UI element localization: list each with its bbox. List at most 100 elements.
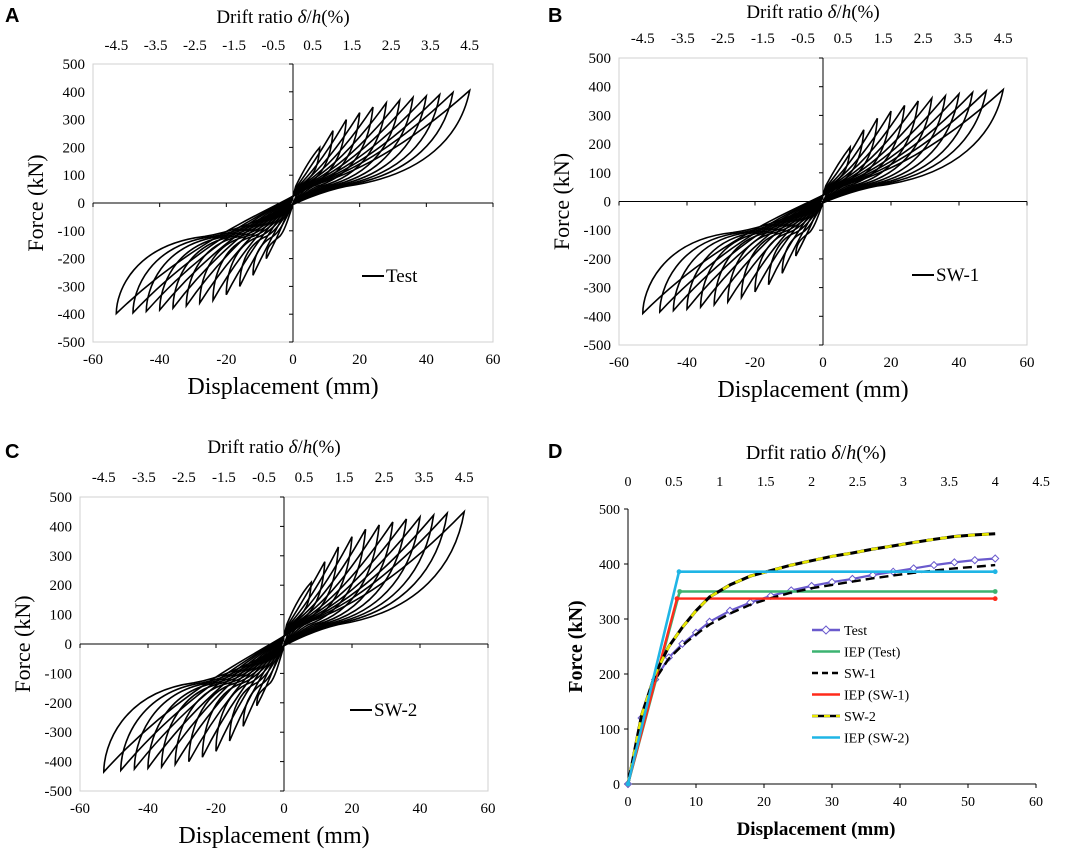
top-tick-label: -4.5 — [631, 31, 655, 47]
top-axis-title-part: (%) — [851, 2, 879, 23]
series-point — [992, 596, 998, 602]
top-tick-label: -2.5 — [711, 31, 735, 47]
top-axis-title-part: δ — [828, 2, 838, 23]
y-tick-label: 200 — [589, 137, 612, 153]
x-axis-title: Displacement (mm) — [737, 819, 896, 840]
x-axis-title: Displacement (mm) — [187, 374, 378, 400]
y-tick-label: 300 — [50, 549, 73, 565]
top-tick-label: -0.5 — [791, 31, 815, 47]
hysteresis-loop — [641, 87, 1005, 316]
top-axis-title-part: / — [306, 7, 312, 28]
panel-letter: C — [5, 441, 19, 463]
x-tick-label: -60 — [70, 801, 90, 817]
top-axis-title: Drfit ratio δ/h(%) — [746, 442, 886, 464]
y-axis-title: Force (kN) — [549, 153, 574, 250]
y-tick-label: -400 — [584, 309, 612, 325]
hysteresis-loop — [102, 509, 466, 774]
top-tick-label: 2.5 — [382, 38, 401, 54]
y-axis-title: Force (kN) — [10, 595, 35, 692]
x-tick-label: -40 — [677, 355, 697, 371]
top-tick-label: -3.5 — [144, 38, 168, 54]
top-axis-title-part: (%) — [321, 7, 349, 28]
top-tick-label: 3 — [900, 475, 907, 490]
top-axis-title-part: / — [297, 437, 303, 458]
top-axis-title-part: Drfit ratio — [746, 442, 832, 464]
y-tick-label: -400 — [58, 307, 86, 323]
series-point — [992, 569, 998, 575]
top-tick-label: 1.5 — [874, 31, 893, 47]
x-tick-label: -20 — [216, 352, 236, 368]
y-tick-label: -300 — [58, 279, 86, 295]
legend-label: SW-1 — [936, 265, 979, 286]
top-axis-title-part: h — [846, 442, 856, 464]
y-tick-label: -200 — [584, 252, 612, 268]
x-tick-label: 10 — [689, 795, 703, 810]
top-axis-title-part: (%) — [856, 442, 886, 464]
top-tick-label: 0 — [625, 475, 632, 490]
top-axis-title-part: h — [312, 7, 322, 28]
x-tick-label: 60 — [1029, 795, 1043, 810]
top-tick-label: -1.5 — [222, 38, 246, 54]
top-tick-label: 2.5 — [914, 31, 933, 47]
top-axis-title-part: Drift ratio — [216, 7, 297, 28]
legend-label: Test — [386, 266, 418, 287]
series-line-sw-2 — [626, 532, 996, 785]
y-tick-label: -500 — [584, 338, 612, 354]
y-tick-label: 0 — [604, 195, 612, 211]
x-axis-title: Displacement (mm) — [717, 377, 908, 403]
y-tick-label: 400 — [599, 558, 620, 573]
top-axis-title-part: h — [842, 2, 852, 23]
panel-b: B-500-400-300-200-1000100200300400500-60… — [548, 2, 1035, 403]
top-tick-label: 4 — [992, 475, 999, 490]
x-tick-label: -20 — [206, 801, 226, 817]
x-tick-label: 50 — [961, 795, 975, 810]
x-tick-label: 0 — [625, 795, 632, 810]
legend-marker — [821, 625, 831, 635]
x-tick-label: -40 — [138, 801, 158, 817]
panel-c: C-500-400-300-200-1000100200300400500-60… — [5, 437, 496, 849]
series-line-iep-sw-2 — [626, 570, 996, 785]
top-tick-label: -2.5 — [172, 470, 196, 486]
y-tick-label: 400 — [589, 80, 612, 96]
legend-label: SW-1 — [844, 667, 876, 682]
top-tick-label: 3.5 — [954, 31, 973, 47]
x-tick-label: 60 — [1020, 355, 1035, 371]
top-axis-title-part: / — [841, 442, 847, 464]
top-tick-label: 2.5 — [375, 470, 394, 486]
y-tick-label: 500 — [599, 503, 620, 518]
top-axis-title-part: (%) — [312, 437, 340, 458]
y-tick-label: 100 — [63, 168, 86, 184]
top-tick-label: -1.5 — [212, 470, 236, 486]
series-point — [990, 554, 1000, 563]
top-tick-label: 1.5 — [757, 475, 775, 490]
legend-label: IEP (SW-1) — [844, 689, 910, 704]
top-tick-label: 4.5 — [1032, 475, 1050, 490]
top-axis-title: Drift ratio δ/h(%) — [746, 2, 879, 23]
y-tick-label: -300 — [584, 281, 612, 297]
top-tick-label: 3.5 — [941, 475, 959, 490]
x-tick-label: 60 — [481, 801, 496, 817]
y-axis-title: Force (kN) — [23, 154, 48, 251]
top-axis-title-part: δ — [831, 442, 841, 464]
panel-a: A-500-400-300-200-1000100200300400500-60… — [5, 5, 501, 400]
y-tick-label: 400 — [50, 519, 73, 535]
x-tick-label: 40 — [419, 352, 434, 368]
top-tick-label: 4.5 — [460, 38, 479, 54]
top-tick-label: 2.5 — [849, 475, 867, 490]
hysteresis-loop — [228, 546, 340, 742]
x-tick-label: 20 — [884, 355, 899, 371]
top-tick-label: 3.5 — [415, 470, 434, 486]
x-tick-label: 0 — [280, 801, 288, 817]
top-tick-label: -4.5 — [104, 38, 128, 54]
y-tick-label: 500 — [63, 57, 86, 73]
top-tick-label: 0.5 — [834, 31, 853, 47]
y-tick-label: 500 — [50, 490, 73, 506]
y-tick-label: 100 — [50, 608, 73, 624]
top-tick-label: -3.5 — [671, 31, 695, 47]
hysteresis-loop — [115, 88, 471, 316]
y-tick-label: 300 — [589, 108, 612, 124]
top-tick-label: 4.5 — [994, 31, 1013, 47]
top-axis-title: Drift ratio δ/h(%) — [216, 7, 349, 28]
top-axis-title-part: h — [303, 437, 313, 458]
